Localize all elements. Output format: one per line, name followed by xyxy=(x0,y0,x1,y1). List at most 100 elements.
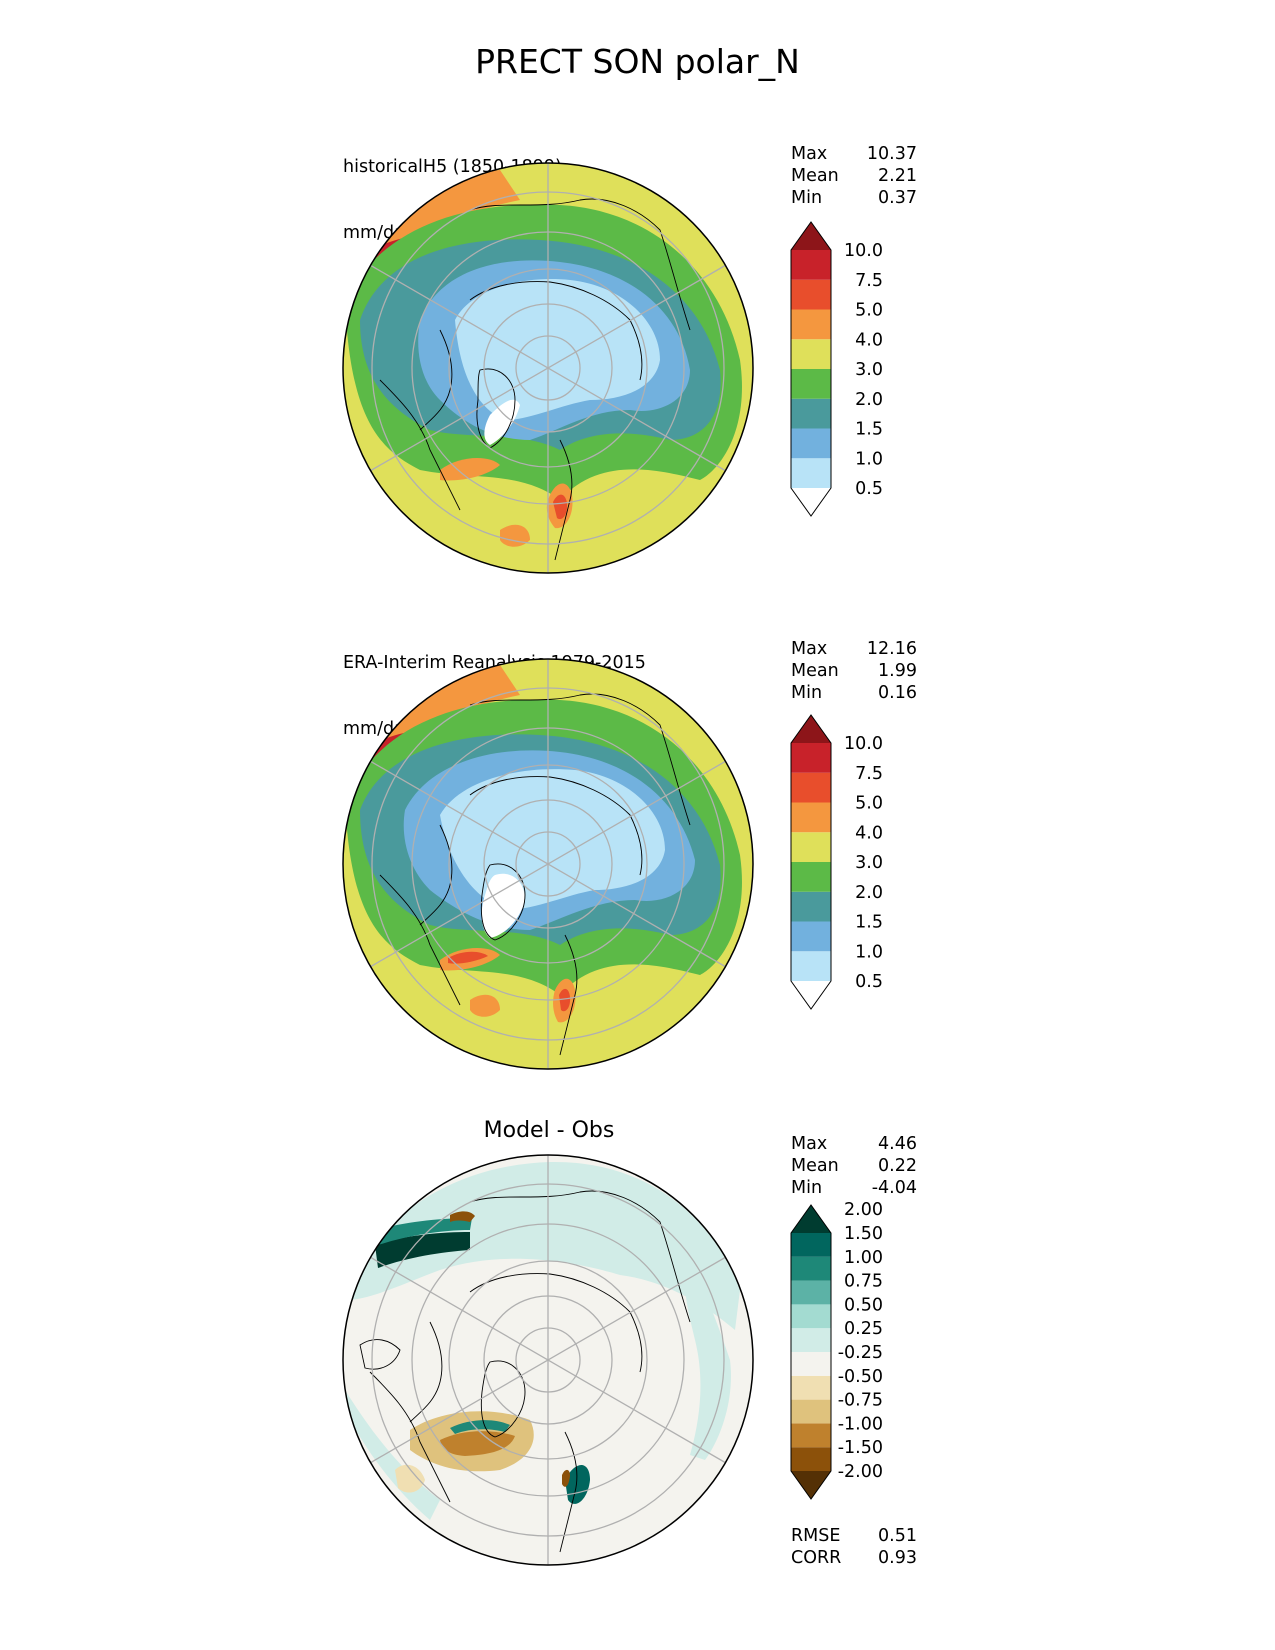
coast-north-america xyxy=(369,1371,451,1503)
meridian-120-300 xyxy=(369,760,727,968)
coast-north-america xyxy=(379,874,461,1006)
panel2-colorbar: 0.5 1.0 1.5 2.0 3.0 4.0 5.0 7.5 10.0 xyxy=(790,714,883,1010)
colorbar-tick-label: 5.0 xyxy=(855,794,883,814)
panel3-rmse-label: RMSE xyxy=(791,1526,841,1546)
panel1-colorbar: 0.5 1.0 1.5 2.0 3.0 4.0 5.0 7.5 10.0 xyxy=(790,221,883,517)
field-band-storm-dark xyxy=(375,1232,470,1268)
colorbar-segment xyxy=(791,1280,831,1305)
colorbar-extend-high xyxy=(791,1205,831,1233)
panel2-min-value: 0.16 xyxy=(878,683,917,703)
field-band-atlantic-red xyxy=(559,988,571,1012)
colorbar-segment xyxy=(791,1447,831,1471)
colorbar-tick-label: 7.5 xyxy=(855,764,883,784)
colorbar-segment xyxy=(791,921,831,952)
field-band-south-orange xyxy=(500,524,530,547)
colorbar-outline xyxy=(790,714,832,1010)
field-band-greenland-dry xyxy=(481,873,525,938)
panel1-map xyxy=(342,162,754,574)
colorbar-segment xyxy=(791,1304,831,1329)
colorbar-tick-label: 1.5 xyxy=(855,420,883,440)
coast-canada xyxy=(409,1321,443,1423)
panel3-stats: Max 4.46 Mean 0.22 Min -4.04 xyxy=(791,1133,917,1199)
colorbar-tick-label: 0.75 xyxy=(844,1272,883,1292)
colorbar-tick-label: 0.25 xyxy=(844,1319,883,1339)
panel3-corr-value: 0.93 xyxy=(878,1548,917,1568)
colorbar-extend-low xyxy=(791,981,831,1009)
panel3-graticule xyxy=(369,1155,727,1565)
colorbar-outline xyxy=(790,1204,832,1500)
colorbar-segment xyxy=(791,772,831,803)
colorbar-segment xyxy=(791,951,831,981)
panel3-max-label: Max xyxy=(791,1134,828,1154)
colorbar-segment xyxy=(791,250,831,280)
panel3-boundary xyxy=(342,1154,754,1566)
panel3-min-value: -4.04 xyxy=(871,1178,917,1198)
field-band-pacific-orange xyxy=(440,458,500,481)
colorbar-tick-label: -0.75 xyxy=(838,1391,883,1411)
field-band-storm-brown xyxy=(450,1211,475,1222)
panel3-title: Model - Obs xyxy=(483,1118,615,1143)
colorbar-tick-label: 0.5 xyxy=(855,972,883,992)
panel1-stats: Max 10.37 Mean 2.21 Min 0.37 xyxy=(791,143,917,209)
coast-asia xyxy=(469,1190,691,1323)
panel2-field xyxy=(343,659,753,1069)
coast-siberia xyxy=(469,281,643,381)
panel1-mean-label: Mean xyxy=(791,166,839,186)
panel3-min-label: Min xyxy=(791,1178,823,1198)
panel2-mean-label: Mean xyxy=(791,661,839,681)
colorbar-segment xyxy=(791,398,831,429)
colorbar-segment xyxy=(791,1375,831,1400)
coast-alaska xyxy=(359,1339,401,1370)
panel1-max-value: 10.37 xyxy=(866,144,917,164)
panel3-metrics: RMSE 0.51 CORR 0.93 xyxy=(791,1525,917,1569)
field-band-storm-mid xyxy=(370,1218,472,1246)
panel1-min-label: Min xyxy=(791,188,823,208)
coast-asia xyxy=(469,693,691,826)
panel1-max-label: Max xyxy=(791,144,828,164)
colorbar-segment xyxy=(791,1256,831,1281)
colorbar-tick-label: -2.00 xyxy=(838,1462,883,1482)
colorbar-extend-high xyxy=(791,222,831,250)
panel3-field xyxy=(343,1155,753,1565)
panel1-mean-value: 2.21 xyxy=(878,166,917,186)
coast-europe xyxy=(559,934,578,1056)
colorbar-segment xyxy=(791,1352,831,1376)
colorbar-tick-label: 4.0 xyxy=(855,823,883,843)
colorbar-segment xyxy=(791,279,831,310)
panel2-max-label: Max xyxy=(791,639,828,659)
colorbar-segment xyxy=(791,458,831,488)
colorbar-tick-label: 3.0 xyxy=(855,853,883,873)
colorbar-tick-label: 1.00 xyxy=(844,1248,883,1268)
meridian-120-300 xyxy=(369,264,727,472)
field-band-midlat-light xyxy=(345,1161,740,1330)
colorbar-tick-label: 2.0 xyxy=(855,883,883,903)
colorbar-segment xyxy=(791,369,831,399)
colorbar-tick-label: 4.0 xyxy=(855,330,883,350)
panel1-field xyxy=(343,163,753,573)
panel3-map xyxy=(342,1154,754,1566)
panel3-mean-label: Mean xyxy=(791,1156,839,1176)
colorbar-tick-label: 1.0 xyxy=(855,449,883,469)
panel2-min-label: Min xyxy=(791,683,823,703)
coast-asia xyxy=(469,198,691,331)
field-band-south-orange xyxy=(470,994,500,1017)
colorbar-segment xyxy=(791,309,831,340)
colorbar-segment xyxy=(791,1399,831,1424)
figure-title: PRECT SON polar_N xyxy=(475,42,800,81)
colorbar-segment xyxy=(791,862,831,892)
panel3-corr-label: CORR xyxy=(791,1548,842,1568)
coast-canada xyxy=(419,824,453,926)
colorbar-segment xyxy=(791,802,831,833)
panel3-max-value: 4.46 xyxy=(878,1134,917,1154)
colorbar-tick-label: 2.0 xyxy=(855,390,883,410)
colorbar-segment xyxy=(791,832,831,862)
colorbar-extend-low xyxy=(791,1471,831,1499)
colorbar-outline xyxy=(790,221,832,517)
panel2-mean-value: 1.99 xyxy=(878,661,917,681)
field-band-southwest-brown xyxy=(395,1464,425,1493)
field-band-pacific-teal xyxy=(450,1420,510,1434)
panel2-max-value: 12.16 xyxy=(866,639,917,659)
coast-greenland xyxy=(480,1360,526,1438)
colorbar-tick-label: -0.50 xyxy=(838,1367,883,1387)
field-band-arctic xyxy=(455,279,660,420)
